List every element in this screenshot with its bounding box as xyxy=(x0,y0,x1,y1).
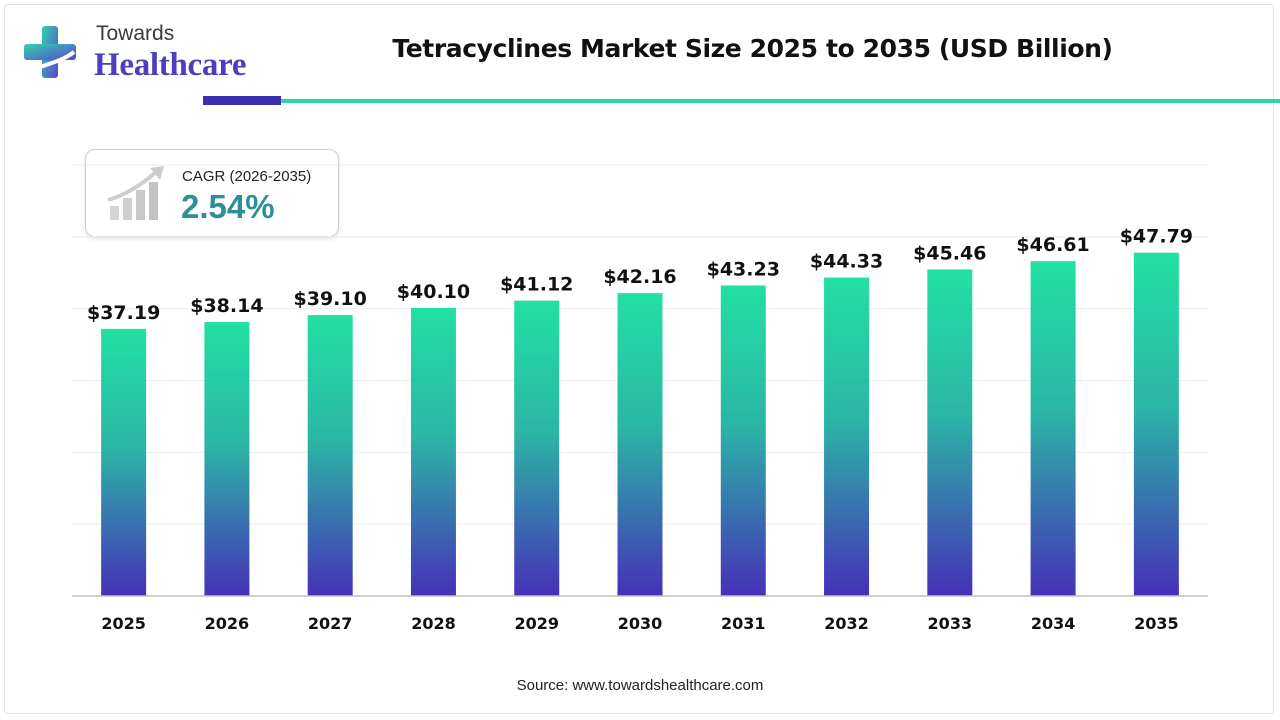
bar-2030 xyxy=(617,293,663,596)
x-tick-label-2035: 2035 xyxy=(1134,614,1179,633)
data-label-2032: $44.33 xyxy=(810,251,883,273)
x-tick-label-2030: 2030 xyxy=(618,614,663,633)
bar-2031 xyxy=(720,285,766,596)
brand-healthcare-text: Healthcare xyxy=(94,47,247,83)
data-label-2033: $45.46 xyxy=(913,242,986,264)
cagr-label: CAGR (2026-2035) xyxy=(182,168,312,185)
x-tick-label-2029: 2029 xyxy=(514,614,559,633)
x-tick-label-2026: 2026 xyxy=(205,614,250,633)
bar-2032 xyxy=(824,277,870,596)
cagr-value: 2.54% xyxy=(181,188,275,225)
bar-2027 xyxy=(307,315,353,596)
x-tick-label-2033: 2033 xyxy=(928,614,973,633)
data-label-2031: $43.23 xyxy=(707,258,780,280)
chart-frame xyxy=(4,4,1274,714)
title-rule-accent xyxy=(203,96,281,105)
data-label-2025: $37.19 xyxy=(87,302,160,324)
bar-2025 xyxy=(101,328,147,596)
bar-growth-icon xyxy=(107,166,164,220)
brand-logo: Towards Healthcare xyxy=(20,20,246,90)
brand-towards-text: Towards xyxy=(96,22,175,45)
data-label-2030: $42.16 xyxy=(603,266,676,288)
x-tick-label-2031: 2031 xyxy=(721,614,766,633)
data-label-2034: $46.61 xyxy=(1016,234,1089,256)
title-rule-line xyxy=(281,99,1280,103)
x-tick-label-2028: 2028 xyxy=(411,614,456,633)
page-title: Tetracyclines Market Size 2025 to 2035 (… xyxy=(392,34,1113,63)
x-tick-label-2034: 2034 xyxy=(1031,614,1076,633)
data-label-2027: $39.10 xyxy=(294,288,367,310)
data-label-2035: $47.79 xyxy=(1120,226,1193,248)
data-label-2026: $38.14 xyxy=(190,295,263,317)
medical-cross-logo-icon xyxy=(24,26,76,78)
bar-2029 xyxy=(514,300,560,596)
x-tick-label-2027: 2027 xyxy=(308,614,353,633)
data-label-2028: $40.10 xyxy=(397,281,470,303)
x-tick-label-2025: 2025 xyxy=(101,614,146,633)
bar-2034 xyxy=(1030,261,1076,596)
cagr-callout: CAGR (2026-2035) 2.54% xyxy=(85,149,339,237)
bar-2035 xyxy=(1133,252,1179,596)
source-note: Source: www.towardshealthcare.com xyxy=(516,677,764,694)
bar-2026 xyxy=(204,322,250,596)
bar-2033 xyxy=(927,269,973,596)
bar-2028 xyxy=(410,307,456,596)
data-label-2029: $41.12 xyxy=(500,274,573,296)
x-tick-label-2032: 2032 xyxy=(824,614,869,633)
